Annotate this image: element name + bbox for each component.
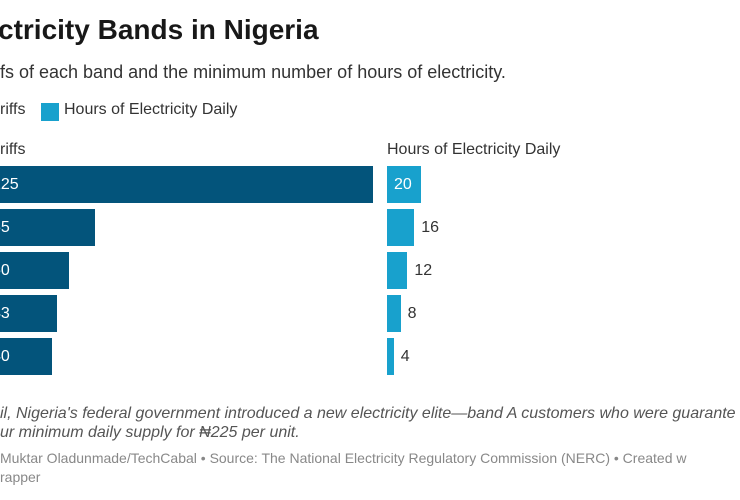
bar-tariff <box>0 252 69 289</box>
bar-tariff <box>0 166 373 203</box>
data-label-tariff: 43 <box>0 305 10 322</box>
chart-subtitle: fs of each band and the minimum number o… <box>0 62 506 82</box>
data-label-hours: 12 <box>414 262 433 279</box>
bar-chart: 225 65 50 43 40 20 16 12 8 4 <box>0 160 740 385</box>
bar-tariff <box>0 295 57 332</box>
footer-line: Muktar Oladunmade/TechCabal • Source: Th… <box>0 450 687 466</box>
column-header-tariffs: riffs <box>0 141 26 158</box>
note-line: il, Nigeria's federal government introdu… <box>0 405 736 422</box>
bar-tariff <box>0 338 52 375</box>
note-line: ur minimum daily supply for ₦225 per uni… <box>0 424 300 441</box>
bar-hours <box>387 295 401 332</box>
legend-item-hours: Hours of Electricity Daily <box>64 101 238 118</box>
data-label-tariff: 50 <box>0 262 10 279</box>
data-label-tariff: 225 <box>0 176 19 193</box>
chart-note: il, Nigeria's federal government introdu… <box>0 404 736 442</box>
data-label-hours: 20 <box>394 176 412 193</box>
data-label-hours: 4 <box>400 348 410 365</box>
legend-item-tariffs: riffs <box>0 101 26 118</box>
bar-hours <box>387 166 421 203</box>
column-header-hours: Hours of Electricity Daily <box>387 141 561 158</box>
bar-hours <box>387 209 415 246</box>
legend-swatch-hours <box>41 103 59 121</box>
chart-footer: Muktar Oladunmade/TechCabal • Source: Th… <box>0 449 686 487</box>
bar-hours <box>387 338 394 375</box>
data-label-tariff: 65 <box>0 219 10 236</box>
footer-line: rapper <box>0 469 41 485</box>
data-label-tariff: 40 <box>0 348 10 365</box>
data-label-hours: 16 <box>421 219 439 236</box>
data-label-hours: 8 <box>407 305 417 322</box>
bar-hours <box>387 252 408 289</box>
chart-title: ctricity Bands in Nigeria <box>0 14 319 45</box>
bar-tariff <box>0 209 95 246</box>
